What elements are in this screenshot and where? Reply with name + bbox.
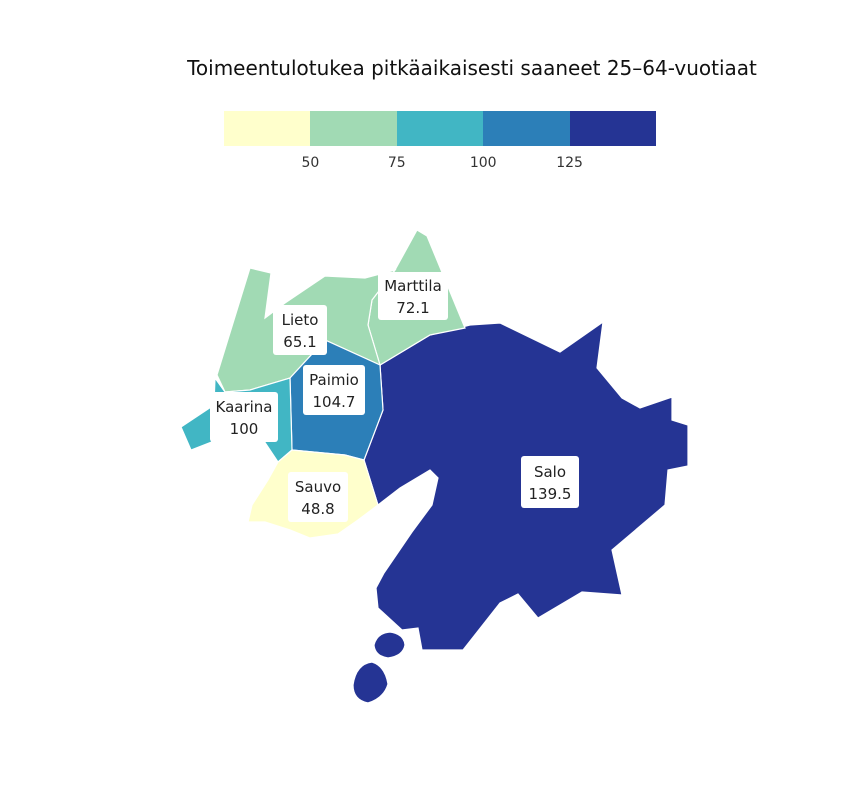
legend-tick-100: 100	[469, 155, 497, 171]
legend-tick-50: 50	[301, 155, 320, 171]
map-title: Toimeentulotukea pitkäaikaisesti saaneet…	[187, 56, 757, 80]
label-sauvo-value: 48.8	[301, 500, 334, 518]
label-paimio-name: Paimio	[309, 371, 359, 389]
label-marttila-value: 72.1	[396, 299, 429, 317]
label-lieto: Lieto 65.1	[273, 305, 327, 355]
label-salo-value: 139.5	[529, 485, 572, 503]
label-kaarina-value: 100	[230, 420, 259, 438]
legend-tick-125: 125	[556, 155, 583, 171]
label-kaarina: Kaarina 100	[210, 392, 278, 442]
label-marttila-name: Marttila	[384, 277, 442, 295]
label-kaarina-name: Kaarina	[216, 398, 273, 416]
legend-tick-75: 75	[387, 155, 406, 171]
label-salo: Salo 139.5	[521, 456, 579, 508]
label-paimio: Paimio 104.7	[303, 365, 365, 415]
legend-swatch-2	[310, 111, 397, 146]
legend-swatch-5	[569, 111, 656, 146]
legend-swatch-3	[396, 111, 484, 146]
legend-swatch-4	[483, 111, 570, 146]
label-marttila: Marttila 72.1	[378, 272, 448, 320]
label-lieto-name: Lieto	[282, 311, 319, 329]
label-lieto-value: 65.1	[283, 333, 316, 351]
region-salo[interactable]	[352, 320, 689, 704]
label-sauvo-name: Sauvo	[295, 478, 341, 496]
color-legend: 50 75 100 125	[224, 111, 656, 181]
legend-swatch-1	[224, 111, 311, 146]
label-paimio-value: 104.7	[313, 393, 356, 411]
label-salo-name: Salo	[534, 463, 566, 481]
label-sauvo: Sauvo 48.8	[288, 472, 348, 522]
